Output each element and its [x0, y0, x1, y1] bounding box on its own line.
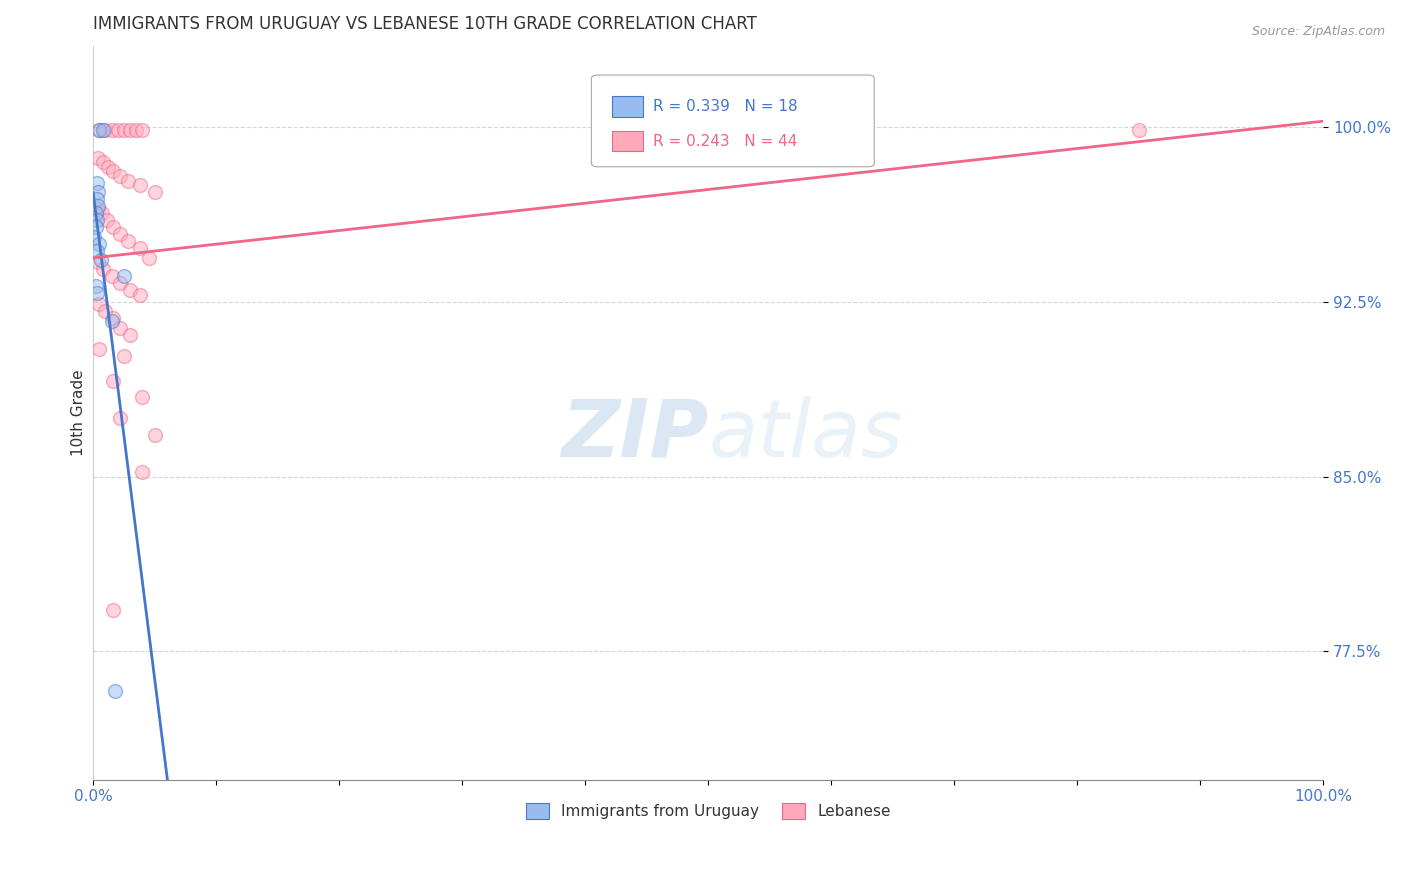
Point: [110, 411, 132, 425]
Point: [143, 186, 166, 200]
Point: [110, 277, 132, 291]
Y-axis label: 10th Grade: 10th Grade: [72, 369, 86, 456]
Point: [101, 220, 124, 235]
Text: IMMIGRANTS FROM URUGUAY VS LEBANESE 10TH GRADE CORRELATION CHART: IMMIGRANTS FROM URUGUAY VS LEBANESE 10TH…: [93, 15, 756, 33]
Point: [87, 199, 110, 213]
Point: [90, 253, 112, 268]
Point: [100, 313, 122, 327]
FancyBboxPatch shape: [592, 75, 875, 167]
Point: [100, 269, 122, 284]
Point: [112, 349, 135, 363]
Point: [110, 169, 132, 183]
Text: atlas: atlas: [709, 396, 903, 474]
Point: [112, 122, 135, 136]
Point: [101, 374, 124, 388]
Point: [97, 160, 120, 174]
Point: [89, 342, 111, 356]
Point: [87, 202, 110, 216]
Point: [91, 262, 114, 277]
Point: [94, 122, 117, 136]
Point: [84, 278, 107, 293]
Point: [91, 122, 114, 136]
Point: [89, 297, 111, 311]
Point: [120, 327, 142, 342]
Point: [120, 122, 142, 136]
Point: [87, 186, 110, 200]
Point: [86, 213, 108, 227]
Point: [131, 465, 153, 479]
Point: [100, 122, 122, 136]
Point: [101, 164, 124, 178]
Point: [131, 122, 153, 136]
Point: [120, 283, 142, 297]
Point: [83, 229, 105, 244]
Point: [89, 122, 111, 136]
Bar: [612, 96, 643, 117]
Legend: Immigrants from Uruguay, Lebanese: Immigrants from Uruguay, Lebanese: [519, 796, 898, 827]
Point: [117, 235, 139, 249]
Text: R = 0.339   N = 18: R = 0.339 N = 18: [652, 99, 797, 114]
Point: [101, 602, 124, 616]
Point: [107, 122, 129, 136]
Point: [129, 288, 152, 302]
Point: [86, 176, 108, 190]
Point: [96, 213, 118, 227]
Point: [131, 391, 153, 405]
Point: [86, 193, 108, 207]
Point: [104, 684, 127, 698]
Point: [1128, 122, 1150, 136]
Point: [84, 220, 107, 235]
Point: [89, 122, 111, 136]
Point: [94, 304, 117, 318]
Point: [86, 244, 108, 258]
Point: [89, 236, 111, 251]
Point: [90, 206, 112, 220]
Text: ZIP: ZIP: [561, 396, 709, 474]
Point: [143, 427, 166, 442]
Point: [125, 122, 148, 136]
Point: [112, 269, 135, 284]
Point: [87, 255, 110, 269]
Text: R = 0.243   N = 44: R = 0.243 N = 44: [652, 134, 797, 149]
Point: [86, 285, 108, 300]
Point: [91, 155, 114, 169]
Point: [84, 206, 107, 220]
Point: [110, 320, 132, 334]
Point: [129, 241, 152, 255]
Text: Source: ZipAtlas.com: Source: ZipAtlas.com: [1251, 25, 1385, 38]
Point: [101, 311, 124, 326]
Point: [87, 151, 110, 165]
Point: [138, 251, 160, 265]
Point: [117, 174, 139, 188]
Point: [129, 178, 152, 193]
Bar: [612, 131, 643, 152]
Point: [110, 227, 132, 242]
